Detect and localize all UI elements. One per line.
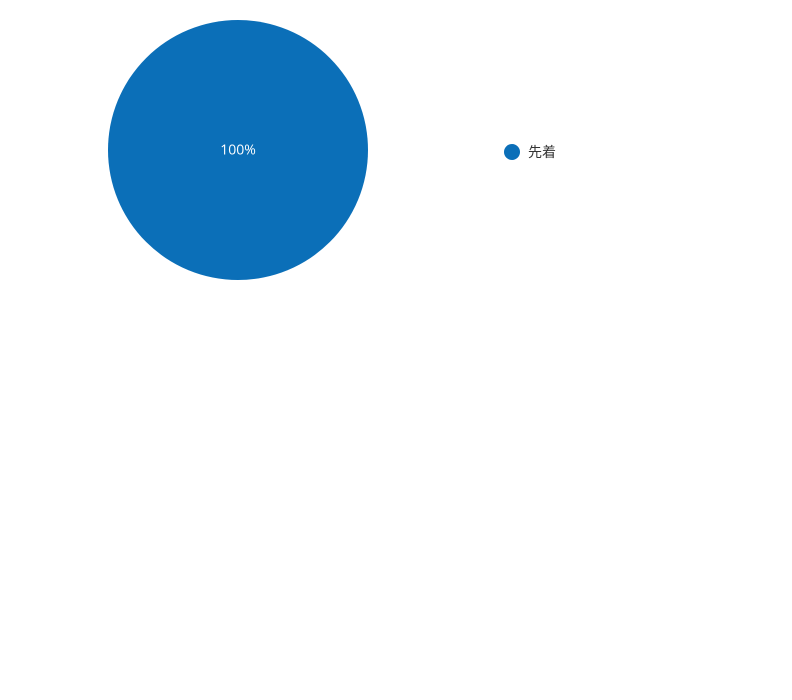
chart-canvas: 100% 先着 [0, 0, 792, 700]
pie-slice-label: 100% [220, 141, 256, 160]
legend-marker-icon [504, 144, 520, 160]
legend-item[interactable]: 先着 [504, 142, 556, 162]
legend-item-label: 先着 [528, 142, 556, 162]
legend: 先着 [504, 142, 556, 162]
